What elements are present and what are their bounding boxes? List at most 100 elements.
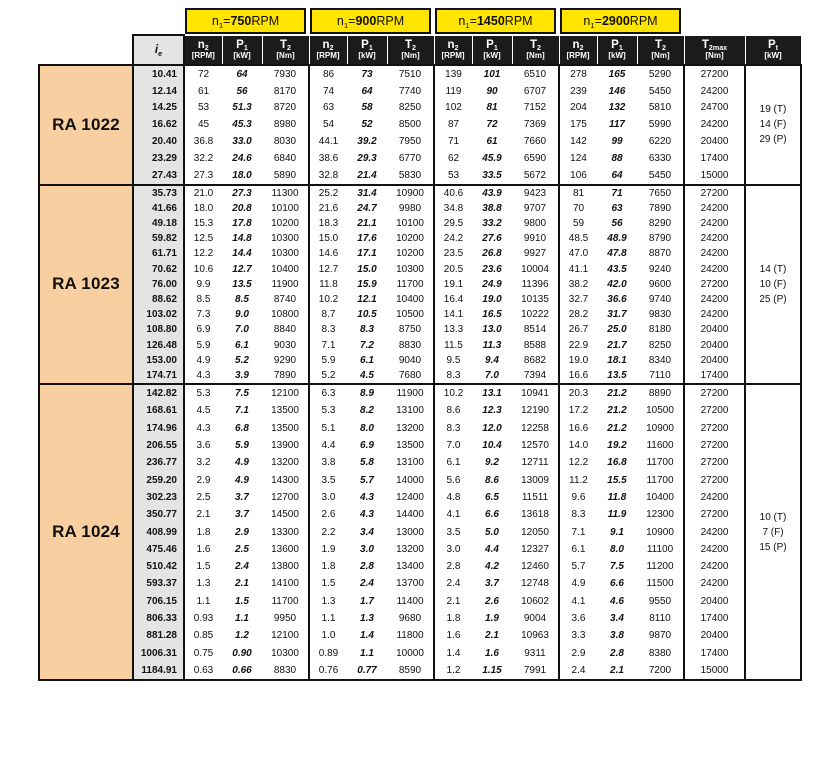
n2-cell: 10.2 xyxy=(308,291,347,308)
ratio-cell: 236.77 xyxy=(132,454,185,472)
t2-cell: 11600 xyxy=(637,436,684,455)
n2-cell: 5.1 xyxy=(308,419,347,437)
p1-cell: 2.8 xyxy=(347,557,387,576)
p1-cell: 1.2 xyxy=(222,627,262,645)
n2-cell: 1.3 xyxy=(308,592,347,610)
n2-cell: 8.3 xyxy=(433,419,472,437)
p1-cell: 13.0 xyxy=(472,322,512,338)
t2-cell: 9600 xyxy=(637,276,684,292)
ratio-cell: 41.66 xyxy=(132,200,185,216)
t2-cell: 8740 xyxy=(262,291,309,308)
n2-cell: 11.8 xyxy=(308,276,347,292)
n2-cell: 204 xyxy=(558,99,597,117)
subscript: 1 xyxy=(590,20,595,30)
t2-cell: 7680 xyxy=(387,367,434,386)
n2-cell: 70 xyxy=(558,200,597,216)
n2-cell: 7.3 xyxy=(183,307,222,323)
table-row: 475.46 1.6 2.5 13600 1.9 3.0 13200 3.0 4.4 12327 6… xyxy=(39,540,801,558)
t2-cell: 12700 xyxy=(262,488,309,507)
t2-cell: 10900 xyxy=(637,419,684,437)
subscript: t xyxy=(775,44,779,53)
table-row: 23.29 32.2 24.6 6840 38.6 29.3 6770 62 45.9 6590 1… xyxy=(39,149,801,167)
t2-cell: 14500 xyxy=(262,506,309,524)
table-row: 126.48 5.9 6.1 9030 7.1 7.2 8830 11.5 11.3 8588 22… xyxy=(39,337,801,353)
ratio-cell: 706.15 xyxy=(132,592,185,610)
pt-line: 19 (T) xyxy=(759,104,787,116)
t2-cell: 7950 xyxy=(387,133,434,150)
table-row: 103.02 7.3 9.0 10800 8.7 10.5 10500 14.1 16.5 102… xyxy=(39,307,801,323)
unit-label: [RPM] xyxy=(441,51,465,61)
n2-cell: 47.0 xyxy=(558,246,597,262)
n2-cell: 20.3 xyxy=(558,382,597,403)
n2-cell: 8.3 xyxy=(308,322,347,338)
t2-cell: 7394 xyxy=(512,367,559,386)
p1-cell: 17.1 xyxy=(347,246,387,262)
t2-cell: 7890 xyxy=(262,367,309,386)
n2-cell: 32.2 xyxy=(183,149,222,167)
table-row: RA 1023 35.73 21.0 27.3 11300 25.2 31.4 10900 40… xyxy=(38,183,802,386)
t2max-cell: 24200 xyxy=(683,231,746,247)
n2-cell: 3.3 xyxy=(558,627,597,645)
t2-cell: 8170 xyxy=(262,82,309,100)
n2-cell: 74 xyxy=(308,82,347,100)
header-n2-rpm1450: n2 [RPM] xyxy=(433,34,473,66)
p1-cell: 19.0 xyxy=(472,291,512,308)
subscript: e xyxy=(158,49,163,58)
n2-cell: 87 xyxy=(433,116,472,134)
t2-cell: 12190 xyxy=(512,402,559,420)
table-row: 206.55 3.6 5.9 13900 4.4 6.9 13500 7.0 10.4 12570… xyxy=(39,436,801,455)
n2-cell: 62 xyxy=(433,149,472,167)
pt-line: 15 (P) xyxy=(759,541,787,553)
p1-cell: 7.1 xyxy=(222,402,262,420)
p1-cell: 45.3 xyxy=(222,116,262,134)
p1-cell: 1.3 xyxy=(347,609,387,628)
n2-cell: 1.6 xyxy=(183,540,222,558)
p1-cell: 12.0 xyxy=(472,419,512,437)
p1-cell: 24.9 xyxy=(472,276,512,292)
T-symbol: T2 xyxy=(655,38,666,53)
subscript: 2 xyxy=(204,44,209,53)
model-label-ra-1023: RA 1023 xyxy=(38,183,134,386)
table-row: 174.96 4.3 6.8 13500 5.1 8.0 13200 8.3 12.0 12258… xyxy=(39,419,801,437)
n2-cell: 12.2 xyxy=(183,246,222,262)
table-row: 14.25 53 51.3 8720 63 58 8250 102 81 7152 204 132 58… xyxy=(39,99,801,117)
t2-cell: 13500 xyxy=(387,436,434,455)
p1-cell: 56 xyxy=(597,215,637,232)
ratio-cell: 881.28 xyxy=(132,627,185,645)
p1-cell: 4.2 xyxy=(472,557,512,576)
t2-cell: 10941 xyxy=(512,382,559,403)
n2-cell: 124 xyxy=(558,149,597,167)
p1-cell: 64 xyxy=(597,166,637,186)
header-p1-rpm1450: P1 [kW] xyxy=(471,34,513,66)
n2-cell: 19.1 xyxy=(433,276,472,292)
p1-cell: 7.0 xyxy=(222,322,262,338)
n2-cell: 2.9 xyxy=(183,471,222,489)
p1-cell: 8.5 xyxy=(222,291,262,308)
t2-cell: 6770 xyxy=(387,149,434,167)
n-symbol: n2 xyxy=(322,38,334,53)
p1-cell: 31.7 xyxy=(597,307,637,323)
p1-cell: 48.9 xyxy=(597,231,637,247)
n2-cell: 106 xyxy=(558,166,597,186)
n2-cell: 29.5 xyxy=(433,215,472,232)
t2max-cell: 27200 xyxy=(683,419,746,437)
t2-cell: 10400 xyxy=(387,291,434,308)
t2-cell: 14400 xyxy=(387,506,434,524)
n2-cell: 81 xyxy=(558,183,597,201)
n2-cell: 5.6 xyxy=(433,471,472,489)
p1-cell: 9.2 xyxy=(472,454,512,472)
t2-cell: 10100 xyxy=(387,215,434,232)
t2-cell: 8980 xyxy=(262,116,309,134)
n2-cell: 38.6 xyxy=(308,149,347,167)
header-t2-rpm900: T2 [Nm] xyxy=(386,34,435,66)
unit-label: [kW] xyxy=(233,51,251,61)
p1-cell: 38.8 xyxy=(472,200,512,216)
t2-cell: 12570 xyxy=(512,436,559,455)
table-row: 49.18 15.3 17.8 10200 18.3 21.1 10100 29.5 33.2 9… xyxy=(39,215,801,232)
n2-cell: 16.4 xyxy=(433,291,472,308)
t2-cell: 10200 xyxy=(387,231,434,247)
t2max-cell: 17400 xyxy=(683,367,746,386)
p1-cell: 14.4 xyxy=(222,246,262,262)
n2-cell: 7.1 xyxy=(558,523,597,541)
n2-cell: 71 xyxy=(433,133,472,150)
